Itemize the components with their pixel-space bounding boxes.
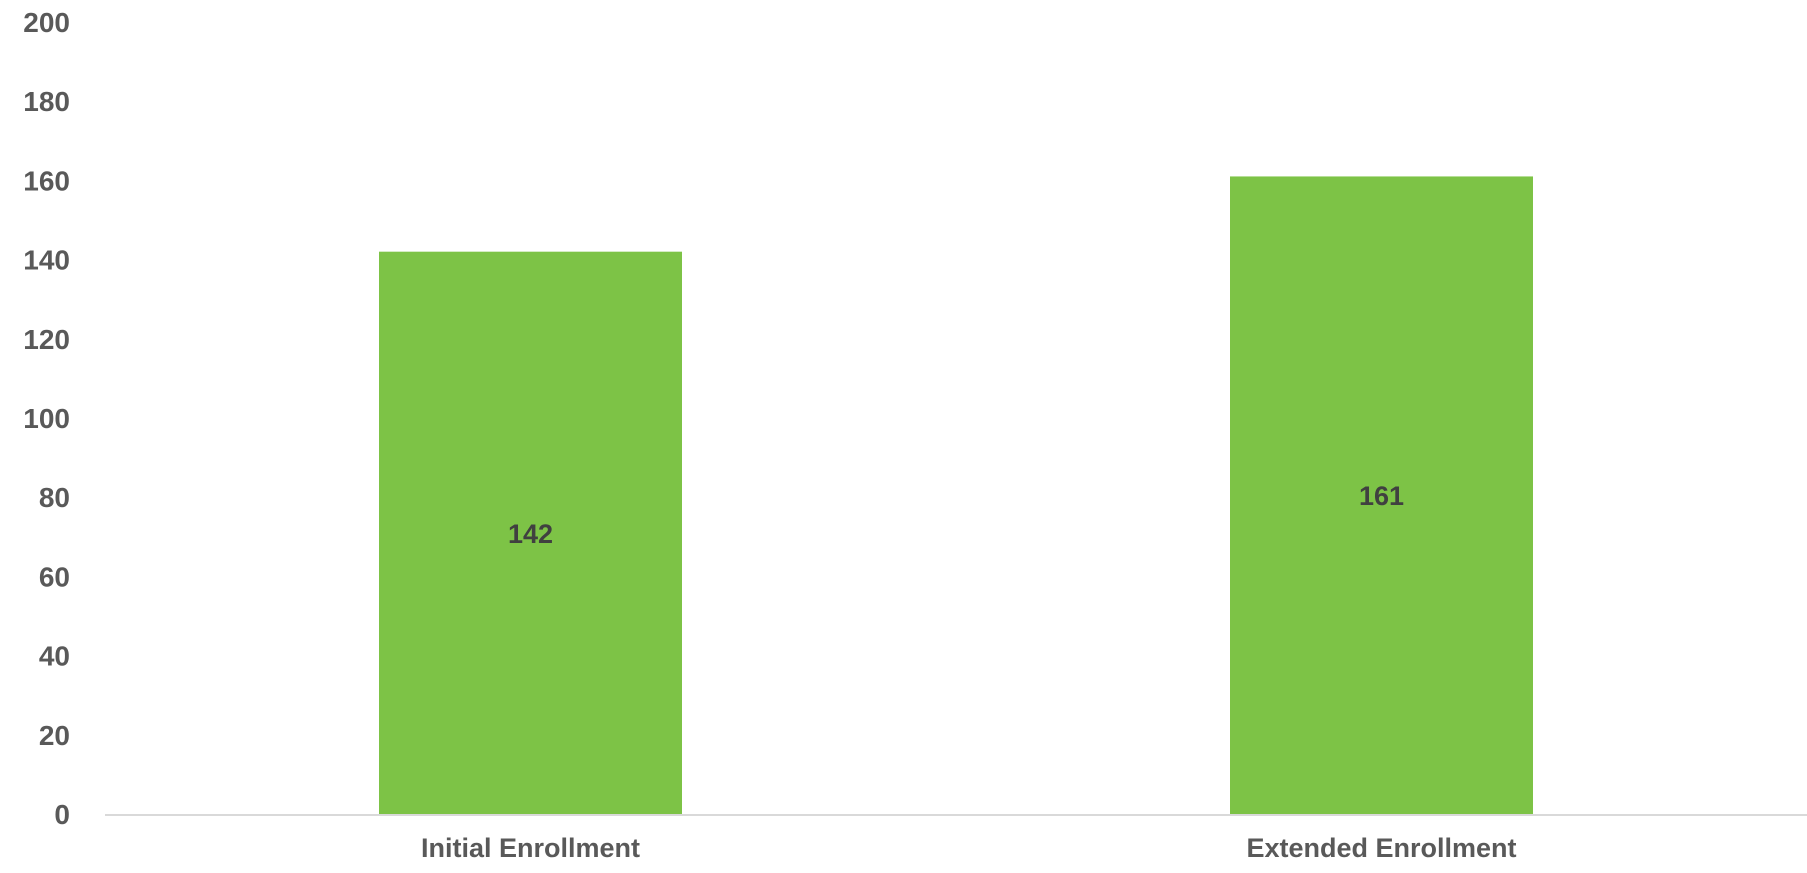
x-category-label: Extended Enrollment	[1246, 833, 1516, 863]
bar-value-label: 142	[508, 519, 553, 549]
y-tick-label: 40	[39, 641, 70, 672]
y-tick-label: 140	[23, 245, 70, 276]
y-tick-label: 100	[23, 403, 70, 434]
data-labels: 142 161	[508, 481, 1404, 549]
x-axis-category-labels: Initial Enrollment Extended Enrollment	[421, 833, 1517, 863]
x-category-label: Initial Enrollment	[421, 833, 640, 863]
bars	[379, 176, 1533, 814]
y-tick-label: 80	[39, 482, 70, 513]
y-tick-label: 200	[23, 7, 70, 38]
bar-value-label: 161	[1359, 481, 1404, 511]
y-tick-label: 0	[54, 799, 70, 830]
bar	[379, 251, 682, 814]
y-tick-label: 180	[23, 86, 70, 117]
y-tick-label: 60	[39, 561, 70, 592]
y-tick-label: 20	[39, 720, 70, 751]
y-axis-ticks: 0 20 40 60 80 100 120 140 160 180 200	[23, 7, 70, 830]
y-tick-label: 120	[23, 324, 70, 355]
y-tick-label: 160	[23, 165, 70, 196]
bar	[1230, 176, 1533, 814]
